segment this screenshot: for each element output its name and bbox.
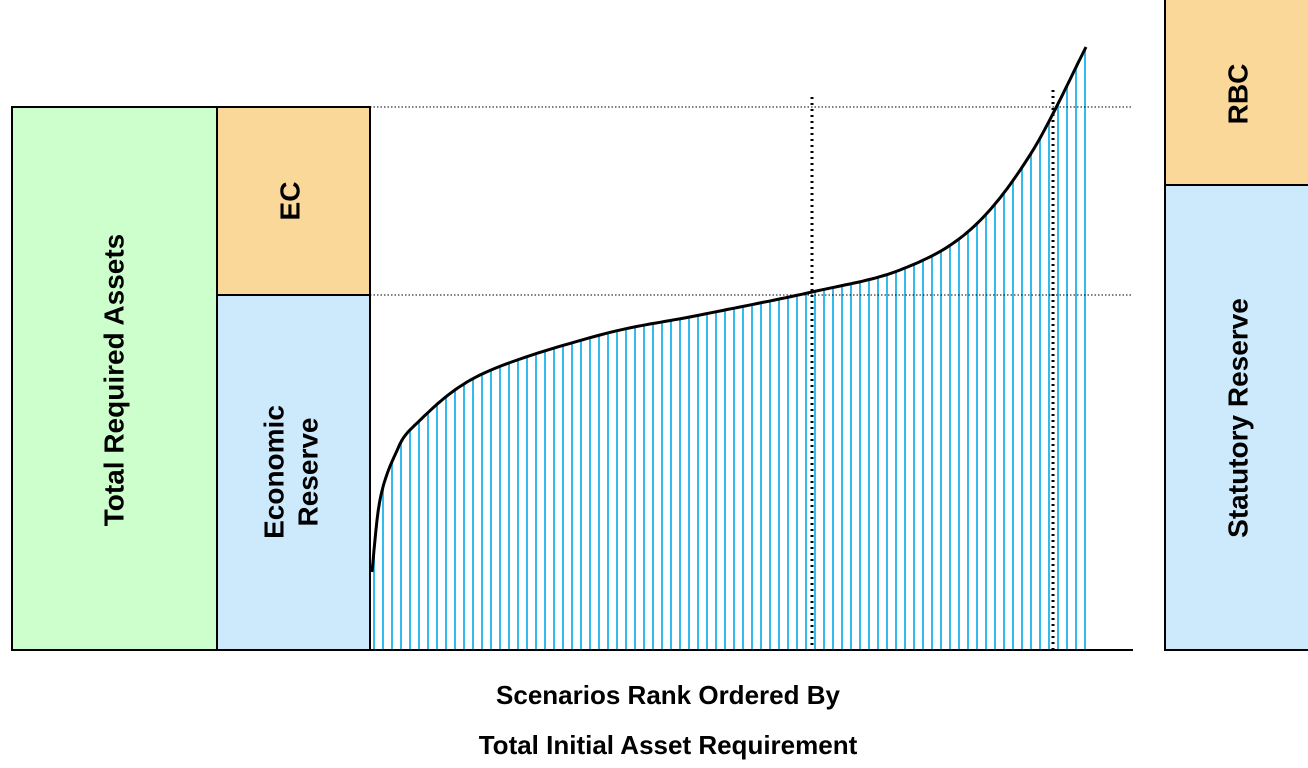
economic-label: Reserve	[292, 418, 323, 527]
axis-label: Scenarios Rank Ordered By	[496, 680, 840, 710]
axis-label: Total Initial Asset Requirement	[479, 730, 858, 760]
rbc-box	[1164, 0, 1308, 186]
curve	[370, 46, 1088, 573]
statutory-box	[1164, 184, 1308, 651]
scenario-lines	[373, 48, 1086, 650]
economic-label: Economic	[258, 405, 289, 539]
economic-reserve-box	[216, 294, 371, 651]
total-label: Total Required Assets	[98, 234, 129, 527]
rbc-label: RBC	[1222, 64, 1253, 125]
ec-label: EC	[274, 182, 305, 221]
ec-box	[216, 106, 371, 296]
statutory-label: Statutory Reserve	[1222, 298, 1253, 538]
